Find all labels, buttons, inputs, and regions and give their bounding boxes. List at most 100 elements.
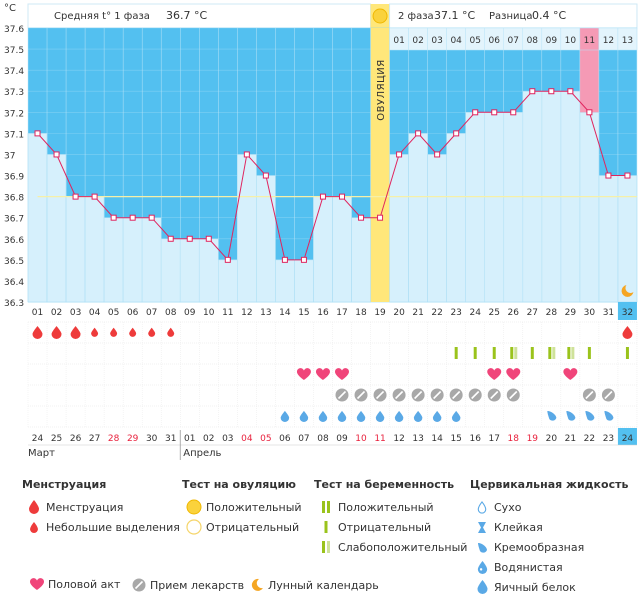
phase2-day-cell: [617, 27, 638, 51]
temperature-point: [415, 130, 422, 137]
date-label: 13: [412, 434, 423, 444]
cycle-day-label: 03: [70, 308, 81, 318]
legend-menstruation: Менструация Менструация Небольшие выделе…: [22, 478, 180, 537]
legend-cerv-sticky: Клейкая: [470, 517, 628, 537]
temperature-point: [72, 193, 79, 200]
pill-icon-stripe: [471, 390, 480, 400]
temperature-point: [453, 130, 460, 137]
blood-drop-icon: [70, 326, 81, 339]
cycle-day-label: 05: [108, 308, 119, 318]
creamy-drop-icon: [585, 411, 595, 421]
temperature-point: [358, 214, 365, 221]
date-label: 24: [622, 434, 634, 444]
temp-bar: [65, 196, 86, 303]
date-label: 07: [298, 434, 309, 444]
date-label: 08: [317, 434, 329, 444]
preg-weak-icon: [548, 347, 552, 359]
heart-icon: [26, 578, 48, 591]
legend-label: Положительный: [206, 500, 302, 514]
y-tick-label: 36.9: [4, 173, 24, 183]
pill-icon-stripe: [337, 390, 347, 400]
date-label: 12: [393, 434, 404, 444]
y-tick-label: 36.3: [4, 299, 24, 309]
moon-icon: [621, 285, 634, 297]
cycle-day-label: 22: [431, 308, 442, 318]
legend-label: Отрицательный: [206, 520, 300, 534]
y-tick-label: 37.3: [4, 88, 24, 98]
y-tick-label: 36.5: [4, 257, 24, 267]
cycle-day-label: 02: [51, 308, 62, 318]
temperature-point: [262, 172, 269, 179]
legend-ovulation-title: Тест на овуляцию: [182, 478, 296, 491]
cycle-day-label: 07: [146, 308, 157, 318]
bbt-chart: Средняя t° 1 фаза 36.7 °C 2 фаза 37.1 °C Раз…: [4, 3, 638, 460]
temp-bar: [103, 217, 124, 303]
date-label: 02: [203, 434, 214, 444]
y-tick-label: 37.1: [4, 130, 24, 140]
temperature-point: [243, 151, 250, 158]
egg-white-drop-icon: [394, 410, 404, 422]
legend-label: Отрицательный: [338, 520, 432, 534]
blood-drop-icon: [622, 326, 633, 339]
legend-ovul-negative: Отрицательный: [182, 517, 302, 537]
cycle-day-label: 01: [32, 308, 43, 318]
temp-bar: [46, 154, 67, 303]
temperature-point: [586, 109, 593, 116]
small-blood-drop-icon: [110, 327, 118, 337]
date-label: 20: [546, 434, 558, 444]
ovulation-column: [370, 28, 390, 302]
temp-bar: [218, 259, 238, 303]
month-first-label: Март: [28, 448, 55, 459]
y-tick-label: 36.8: [4, 194, 24, 204]
egg-white-drop-icon: [356, 410, 366, 422]
temp-bar: [84, 196, 105, 303]
small-blood-drop-icon: [129, 327, 137, 337]
temp-bar: [275, 259, 295, 303]
weak-bars-icon: [314, 540, 338, 554]
temp-bar: [484, 112, 505, 303]
temperature-point: [224, 256, 231, 263]
watery-drop-icon: [470, 560, 494, 574]
bottom-legend: Половой акт Прием лекарств Лунный календ…: [0, 578, 644, 595]
sticky-icon: [470, 521, 494, 534]
egg-white-drop-icon: [451, 410, 461, 422]
pill-icon: [128, 578, 150, 592]
temperature-line: [37, 90, 628, 261]
legend-label: Кремообразная: [494, 540, 585, 554]
ovulation-label: ОВУЛЯЦИЯ: [376, 59, 387, 121]
preg-weak-icon: [510, 347, 514, 359]
temperature-point: [53, 151, 60, 158]
legend-label: Клейкая: [494, 520, 543, 534]
small-blood-drop-icon: [167, 327, 175, 337]
cycle-day-label: 32: [622, 308, 633, 318]
phase2-day-label: 01: [393, 36, 404, 46]
egg-white-drop-icon: [337, 410, 347, 422]
legend-label: Яичный белок: [494, 580, 576, 594]
pill-icon-stripe: [395, 390, 404, 400]
legend-cerv-watery: Водянистая: [470, 557, 628, 577]
date-label: 16: [469, 434, 481, 444]
temp-bar: [256, 175, 276, 303]
small-blood-drop-icon: [148, 327, 156, 337]
temperature-point: [377, 214, 384, 221]
date-label: 22: [584, 434, 595, 444]
temp-bar: [351, 217, 371, 303]
dry-drop-icon: [470, 500, 494, 514]
temp-bar: [160, 238, 181, 303]
cycle-day-label: 21: [412, 308, 423, 318]
diff-value: 0.4 °C: [532, 9, 566, 22]
legend-cervical-title: Цервикальная жидкость: [470, 478, 629, 491]
temperature-point: [472, 109, 479, 116]
egg-white-drop-icon: [318, 410, 328, 422]
date-label: 09: [336, 434, 348, 444]
legend-menstruation-title: Менструация: [22, 478, 107, 491]
heart-icon: [563, 368, 578, 380]
date-label: 14: [431, 434, 443, 444]
temp-bar: [465, 112, 486, 303]
blood-drop-icon: [32, 326, 43, 339]
creamy-drop-icon: [604, 411, 614, 421]
egg-white-drop-icon: [375, 410, 385, 422]
phase1-value: 36.7 °C: [166, 9, 207, 22]
preg-negative-icon: [473, 347, 477, 359]
legend-menstruation-item: Менструация: [22, 497, 180, 517]
